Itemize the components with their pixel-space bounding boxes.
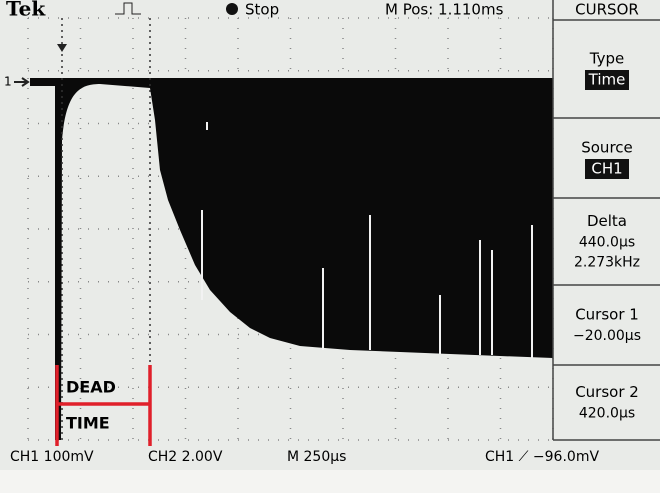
- menu-value: CH1: [591, 160, 622, 178]
- waveform: [30, 78, 553, 440]
- run-icon: [226, 3, 238, 15]
- menu-label: Cursor 2: [575, 383, 639, 401]
- menu-value-bg: [585, 70, 629, 90]
- menu-line: −20.00µs: [573, 328, 641, 344]
- menu-label: Delta: [587, 212, 627, 230]
- annotation: DEAD: [66, 378, 116, 397]
- status: Stop: [245, 1, 279, 19]
- menu-value: Time: [588, 71, 626, 89]
- acq-icon: [115, 2, 141, 15]
- menu-value-bg: [585, 159, 629, 179]
- dead-time-marker: [55, 365, 152, 446]
- footer-readout: CH2 2.00V: [148, 449, 223, 465]
- annotation: TIME: [66, 414, 110, 433]
- trigger-marker: [57, 44, 67, 52]
- footer-readout: CH1 ⟋ −96.0mV: [485, 449, 599, 465]
- menu-line: 440.0µs: [579, 235, 635, 251]
- menu-label: Cursor 1: [575, 306, 639, 324]
- brand: Tek: [6, 0, 46, 21]
- channel-marker: 1: [4, 75, 12, 89]
- side-menu: Type Time Source CH1 Delta 440.0µs 2.273kHz Cur…: [553, 19, 660, 441]
- cursor-lines: [61, 18, 151, 440]
- footer: CH1 100mV CH2 2.00V M 250µs CH1 ⟋ −96.0mV: [10, 449, 599, 465]
- noise-spikes: [201, 122, 533, 358]
- menu-label: Type: [589, 50, 624, 68]
- menu-line: 420.0µs: [579, 406, 635, 422]
- channel-arrow: [14, 77, 30, 87]
- menu-title: CURSOR: [575, 1, 639, 19]
- menu-label: Source: [581, 139, 633, 157]
- footer-readout: M 250µs: [287, 449, 346, 465]
- position: M Pos: 1.110ms: [385, 1, 504, 19]
- footer-readout: CH1 100mV: [10, 449, 94, 465]
- menu-line: 2.273kHz: [574, 255, 640, 271]
